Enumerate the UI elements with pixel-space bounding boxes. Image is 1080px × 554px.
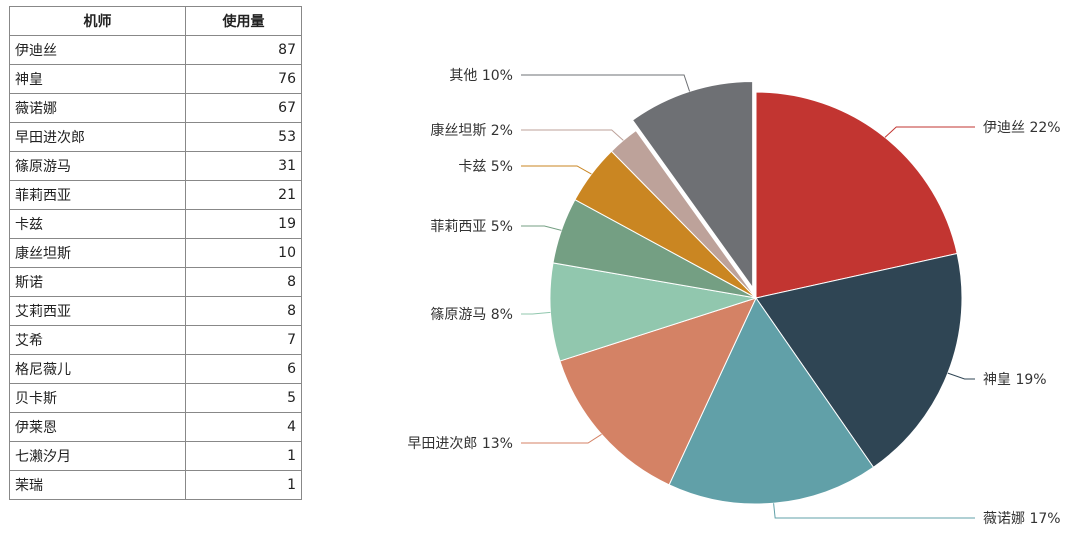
slice-label: 薇诺娜 17%	[983, 511, 1061, 527]
table-header-row: 机师 使用量	[9, 6, 302, 36]
cell-pilot-name: 艾希	[9, 325, 186, 355]
cell-usage-value: 8	[185, 296, 302, 326]
table-row: 篠原游马 31	[9, 151, 302, 181]
slice-label: 神皇 19%	[983, 372, 1047, 388]
slice-label: 菲莉西亚 5%	[430, 219, 513, 235]
pie-slice[interactable]	[755, 252, 963, 468]
table-row: 卡兹 19	[9, 209, 302, 239]
label-leader-line	[521, 433, 602, 444]
cell-usage-value: 31	[185, 151, 302, 181]
table-row: 艾希 7	[9, 325, 302, 355]
slice-label: 卡兹 5%	[458, 159, 513, 175]
cell-usage-value: 76	[185, 64, 302, 94]
pie-slice[interactable]	[631, 81, 754, 290]
cell-pilot-name: 茉瑞	[9, 470, 186, 500]
table-row: 茉瑞 1	[9, 470, 302, 500]
table-row: 贝卡斯 5	[9, 383, 302, 413]
pie-slice[interactable]	[549, 262, 757, 362]
table-row: 早田进次郎 53	[9, 122, 302, 152]
cell-pilot-name: 薇诺娜	[9, 93, 186, 123]
table-row: 菲莉西亚 21	[9, 180, 302, 210]
label-leader-line	[521, 74, 691, 92]
table-row: 神皇 76	[9, 64, 302, 94]
label-leader-line	[521, 165, 592, 175]
cell-pilot-name: 篠原游马	[9, 151, 186, 181]
pie-slice[interactable]	[559, 297, 757, 486]
cell-usage-value: 87	[185, 35, 302, 65]
header-pilot: 机师	[9, 6, 186, 36]
label-leader-line	[521, 129, 624, 141]
slice-label: 早田进次郎 13%	[407, 436, 513, 452]
pilot-usage-table-wrapper: 机师 使用量 伊迪丝 87 神皇 76 薇诺娜 67 早田进次郎 53 篠原游马 31 菲莉西亚 21…	[9, 6, 302, 500]
label-leader-line	[884, 126, 975, 138]
table-row: 伊迪丝 87	[9, 35, 302, 65]
cell-usage-value: 7	[185, 325, 302, 355]
cell-usage-value: 19	[185, 209, 302, 239]
pie-slice[interactable]	[755, 91, 958, 299]
pilot-usage-table: 机师 使用量 伊迪丝 87 神皇 76 薇诺娜 67 早田进次郎 53 篠原游马 31 菲莉西亚 21…	[9, 6, 302, 500]
slice-label: 篠原游马 8%	[430, 307, 513, 323]
table-row: 薇诺娜 67	[9, 93, 302, 123]
label-leader-line	[521, 225, 562, 231]
cell-usage-value: 21	[185, 180, 302, 210]
slice-label: 康丝坦斯 2%	[430, 122, 513, 139]
cell-usage-value: 8	[185, 267, 302, 297]
cell-usage-value: 67	[185, 93, 302, 123]
slice-label: 其他 10%	[449, 68, 513, 84]
cell-usage-value: 6	[185, 354, 302, 384]
cell-usage-value: 5	[185, 383, 302, 413]
label-leader-line	[947, 372, 975, 380]
label-leader-line	[773, 503, 975, 519]
cell-usage-value: 1	[185, 441, 302, 471]
cell-pilot-name: 菲莉西亚	[9, 180, 186, 210]
header-usage: 使用量	[185, 6, 302, 36]
cell-pilot-name: 早田进次郎	[9, 122, 186, 152]
table-row: 七濑汐月 1	[9, 441, 302, 471]
cell-pilot-name: 康丝坦斯	[9, 238, 186, 268]
cell-usage-value: 1	[185, 470, 302, 500]
cell-pilot-name: 卡兹	[9, 209, 186, 239]
cell-usage-value: 53	[185, 122, 302, 152]
table-body: 伊迪丝 87 神皇 76 薇诺娜 67 早田进次郎 53 篠原游马 31 菲莉西亚 21 卡兹 19 康丝坦…	[9, 35, 302, 500]
label-leader-line	[521, 311, 551, 315]
table-row: 康丝坦斯 10	[9, 238, 302, 268]
table-row: 伊莱恩 4	[9, 412, 302, 442]
slice-label: 伊迪丝 22%	[983, 120, 1061, 136]
